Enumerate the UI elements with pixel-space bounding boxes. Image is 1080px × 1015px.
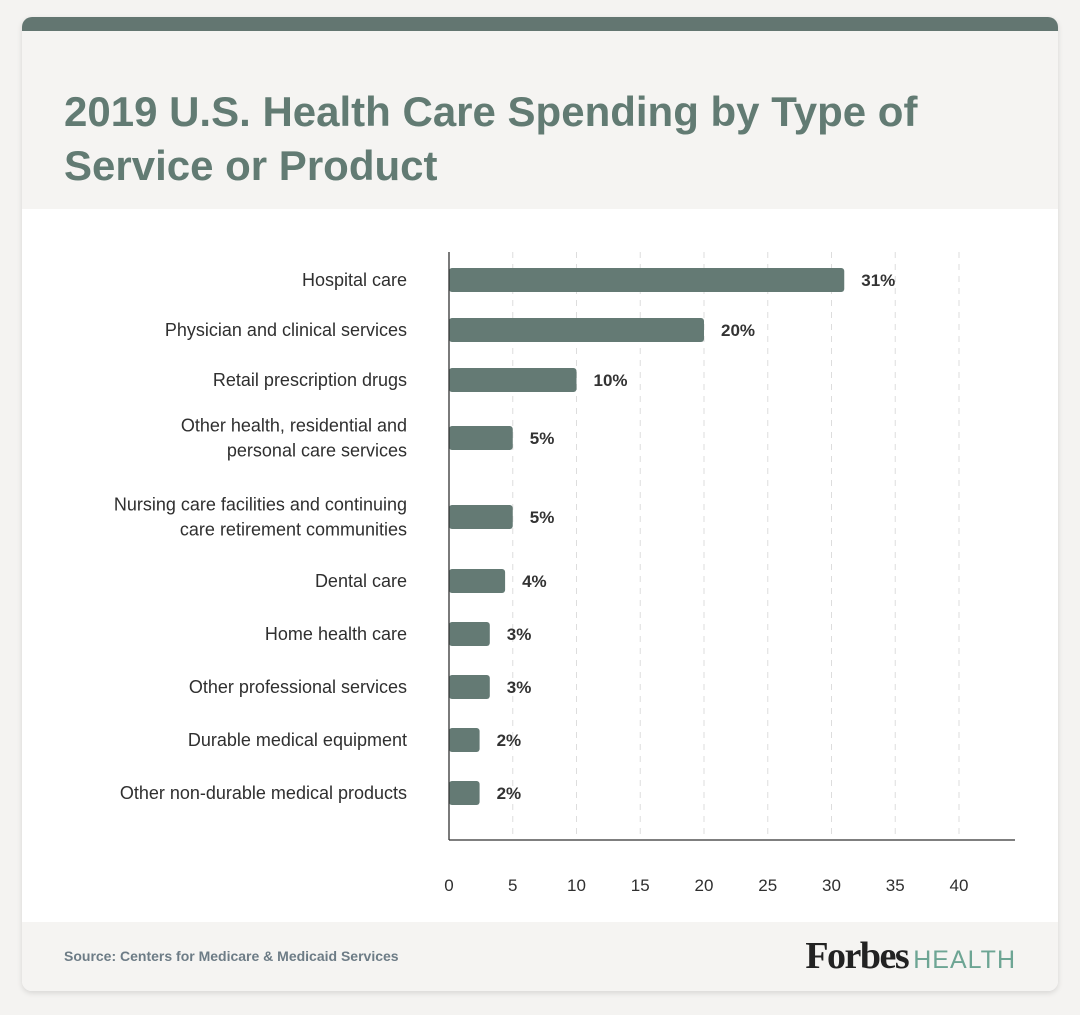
x-tick-label: 20 xyxy=(695,876,714,895)
bar xyxy=(449,781,480,805)
bar-value-label: 3% xyxy=(507,625,532,644)
category-label: Other non-durable medical products xyxy=(120,783,407,803)
source-note: Source: Centers for Medicare & Medicaid … xyxy=(64,948,399,964)
bar-value-label: 20% xyxy=(721,321,755,340)
category-label: Hospital care xyxy=(302,270,407,290)
x-tick-label: 35 xyxy=(886,876,905,895)
category-label: Other health, residential and xyxy=(181,416,407,436)
bar-value-label: 2% xyxy=(497,731,522,750)
category-label: Dental care xyxy=(315,571,407,591)
chart-title: 2019 U.S. Health Care Spending by Type o… xyxy=(64,88,918,189)
category-label: Home health care xyxy=(265,624,407,644)
bar xyxy=(449,622,490,646)
x-tick-label: 10 xyxy=(567,876,586,895)
category-label: Other professional services xyxy=(189,677,407,697)
category-label: personal care services xyxy=(227,441,407,461)
top-accent-bar xyxy=(22,17,1058,31)
x-tick-label: 15 xyxy=(631,876,650,895)
category-label: Retail prescription drugs xyxy=(213,370,407,390)
bar-value-label: 5% xyxy=(530,429,555,448)
bar-value-label: 5% xyxy=(530,508,555,527)
brand-name: Forbes xyxy=(805,935,909,977)
bar xyxy=(449,426,513,450)
category-label: Nursing care facilities and continuing xyxy=(114,495,407,515)
chart-card: 2019 U.S. Health Care Spending by Type o… xyxy=(22,17,1058,991)
x-tick-label: 25 xyxy=(758,876,777,895)
bar-value-label: 2% xyxy=(497,784,522,803)
chart-header: 2019 U.S. Health Care Spending by Type o… xyxy=(22,31,1058,209)
category-label: Physician and clinical services xyxy=(165,320,407,340)
bar xyxy=(449,728,480,752)
bar xyxy=(449,675,490,699)
x-tick-label: 40 xyxy=(950,876,969,895)
category-label: Durable medical equipment xyxy=(188,730,407,750)
bar-value-label: 10% xyxy=(594,371,628,390)
bar-value-label: 3% xyxy=(507,678,532,697)
x-tick-label: 5 xyxy=(508,876,517,895)
brand-sub: HEALTH xyxy=(913,946,1016,974)
bar xyxy=(449,569,506,593)
brand-logo: Forbes HEALTH xyxy=(805,934,1016,978)
plot-area: 31% Hospital care 20% Physician and clinica… xyxy=(22,209,1058,922)
category-label: care retirement communities xyxy=(180,520,407,540)
chart-footer: Source: Centers for Medicare & Medicaid … xyxy=(22,922,1058,991)
x-tick-label: 30 xyxy=(822,876,841,895)
bar xyxy=(449,268,845,292)
x-tick-label: 0 xyxy=(444,876,453,895)
bar-value-label: 4% xyxy=(522,572,547,591)
bar-value-label: 31% xyxy=(861,271,895,290)
bar xyxy=(449,318,704,342)
bar xyxy=(449,505,513,529)
bar-chart: 31% Hospital care 20% Physician and clinica… xyxy=(114,252,1015,895)
bar xyxy=(449,368,577,392)
